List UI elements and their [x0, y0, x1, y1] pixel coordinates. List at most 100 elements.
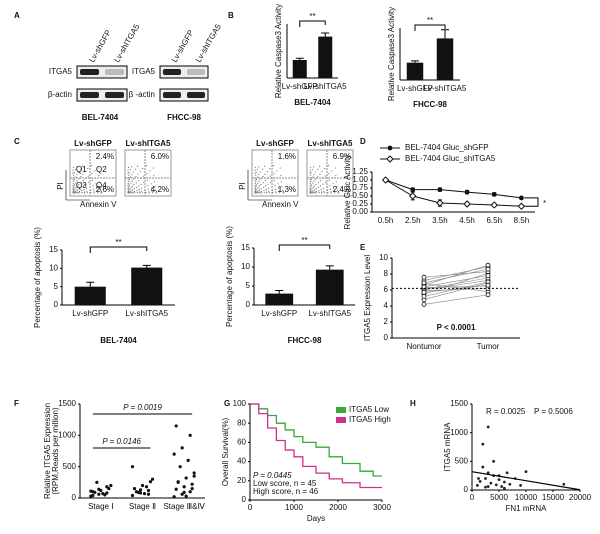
flow-event: [99, 186, 101, 188]
flow-event: [74, 188, 76, 190]
axis-label: PI: [238, 182, 247, 190]
flow-event: [133, 178, 135, 180]
flow-event: [281, 186, 283, 188]
panel-label: E: [360, 243, 366, 252]
flow-event: [315, 183, 317, 186]
flow-event: [92, 184, 94, 187]
point: [150, 477, 155, 481]
flow-event: [328, 179, 330, 181]
cell-line: BEL-7404: [82, 113, 119, 122]
x-tick-label: 3000: [373, 503, 391, 512]
flow-event: [127, 179, 129, 181]
flow-event: [86, 192, 88, 194]
flow-event: [309, 172, 311, 174]
flow-event: [145, 191, 147, 194]
flow-event: [268, 190, 270, 192]
y-tick-label: 0: [384, 333, 389, 342]
flow-event: [254, 166, 257, 169]
point: [485, 282, 491, 288]
flow-event: [129, 190, 131, 193]
y-axis-label: ITGA5 Expression Level: [363, 255, 372, 341]
flow-event: [320, 185, 322, 187]
flow-event: [127, 166, 130, 169]
flow-event: [93, 192, 96, 194]
flow-event: [280, 175, 282, 177]
row-label: β-actin: [48, 90, 72, 99]
flow-event: [77, 171, 79, 173]
percentage: 1.3%: [278, 185, 296, 194]
y-tick-label: 100: [233, 399, 247, 408]
flow-event: [273, 173, 275, 175]
x-tick-label: 2.5h: [405, 216, 421, 225]
x-tick-label: 4.5h: [459, 216, 475, 225]
y-tick-label: 8: [384, 269, 389, 278]
flow-event: [127, 188, 129, 190]
flow-event: [93, 191, 95, 193]
flow-event: [312, 187, 314, 189]
error-bar: [295, 57, 304, 60]
x-tick-label: Lv-shGFP: [261, 309, 297, 318]
point: [519, 195, 524, 201]
point: [140, 483, 145, 488]
flow-event: [74, 169, 77, 171]
flow-event: [133, 190, 136, 193]
flow-event: [324, 175, 326, 177]
flow-event: [94, 170, 96, 172]
flow-event: [334, 192, 336, 194]
flow-plot: [69, 149, 117, 197]
flow-event: [96, 190, 98, 192]
flow-plot: [251, 149, 299, 197]
percentage: 2.6%: [96, 185, 114, 194]
point: [130, 465, 135, 469]
flow-event: [85, 183, 87, 185]
flow-event: [274, 184, 276, 187]
y-axis-label: Percentage of apoptosis (%): [225, 226, 234, 327]
y-tick-label: 80: [237, 418, 246, 427]
point: [437, 187, 443, 193]
lane-label: Lv-shITGA5: [112, 22, 141, 64]
flow-event: [132, 192, 134, 194]
point: [486, 471, 490, 475]
y-tick-label: 5: [54, 282, 59, 291]
flow-event: [97, 167, 99, 169]
y-axis-label: Relative ITGA5 Expression: [43, 403, 52, 499]
flow-event: [130, 182, 132, 184]
flow-event: [255, 178, 258, 181]
flow-event: [140, 187, 143, 190]
flow-event: [332, 183, 334, 185]
y-tick-label: 40: [237, 457, 246, 466]
lane-label: Lv-shGFP: [74, 139, 112, 148]
flow-event: [137, 173, 139, 175]
point: [97, 492, 101, 496]
x-tick-label: Lv-shGFP: [397, 84, 433, 93]
flow-event: [128, 189, 130, 191]
flow-event: [81, 191, 83, 194]
point: [524, 470, 528, 474]
flow-event: [135, 168, 137, 170]
flow-event: [84, 192, 86, 194]
error-bar: [441, 29, 449, 39]
flow-event: [256, 188, 258, 190]
bar: [292, 60, 307, 78]
flow-event: [254, 190, 256, 192]
flow-event: [330, 192, 333, 194]
flow-event: [87, 168, 89, 170]
legend-label: BEL-7404 Gluc_shGFP: [405, 143, 489, 152]
chart-title: BEL-7404: [294, 98, 331, 107]
flow-event: [75, 190, 77, 192]
lane-label: Lv-shITGA5: [194, 22, 223, 64]
panel-label: D: [360, 137, 366, 146]
flow-event: [311, 169, 314, 171]
lane-label: Lv-shGFP: [170, 28, 196, 64]
flow-event: [131, 185, 133, 187]
flow-event: [72, 187, 74, 189]
bar: [315, 269, 344, 305]
flow-event: [254, 169, 256, 171]
trend-line: [471, 471, 581, 491]
legend-marker: [387, 145, 393, 151]
note: High score, n = 46: [253, 487, 319, 496]
quadrant-label: Q2: [96, 165, 107, 174]
annotation: P < 0.0001: [437, 323, 476, 332]
point: [463, 200, 471, 208]
flow-event: [150, 187, 153, 189]
